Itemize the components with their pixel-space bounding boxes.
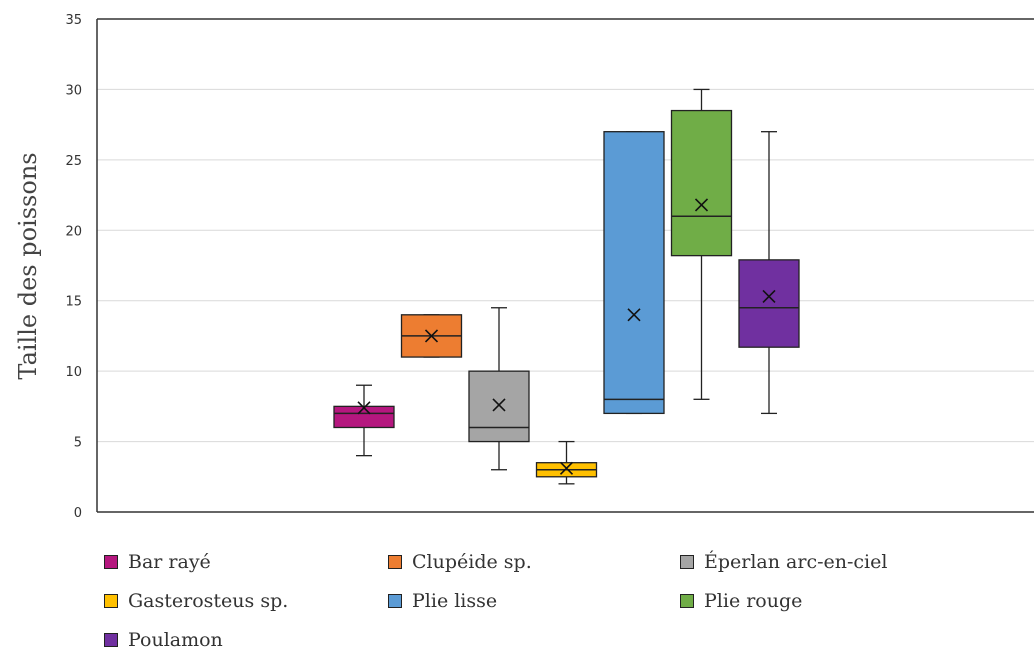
box-6 xyxy=(670,88,733,400)
iqr-box xyxy=(738,259,800,348)
legend-label: Plie lisse xyxy=(412,590,498,612)
legend-item: Plie rouge xyxy=(680,587,980,615)
legend-item: Clupéide sp. xyxy=(388,548,680,576)
iqr-box xyxy=(468,370,530,443)
mean-marker xyxy=(627,308,641,322)
legend-swatch xyxy=(388,555,402,569)
legend-swatch xyxy=(680,555,694,569)
mean-marker xyxy=(694,198,709,212)
legend-label: Gasterosteus sp. xyxy=(128,590,289,612)
y-tick-label: 25 xyxy=(65,154,82,169)
y-tick-label: 10 xyxy=(65,365,82,380)
boxes xyxy=(333,88,800,485)
gridlines xyxy=(97,88,1034,443)
plot-frame xyxy=(96,18,1034,513)
box-2 xyxy=(400,314,463,358)
legend: Bar rayé Clupéide sp. Éperlan arc-en-ciel G… xyxy=(104,548,1004,654)
legend-label: Clupéide sp. xyxy=(412,551,532,573)
legend-item: Éperlan arc-en-ciel xyxy=(680,548,980,576)
y-tick-label: 5 xyxy=(74,436,82,451)
legend-item: Bar rayé xyxy=(104,548,388,576)
iqr-box xyxy=(670,109,733,257)
legend-item: Plie lisse xyxy=(388,587,680,615)
box-5 xyxy=(603,131,665,415)
mean-marker xyxy=(492,398,506,412)
box-3 xyxy=(468,307,530,471)
legend-item: Poulamon xyxy=(104,626,388,654)
mean-marker xyxy=(559,461,574,475)
legend-swatch xyxy=(104,594,118,608)
legend-swatch xyxy=(680,594,694,608)
y-axis-ticks: 0 5 10 15 20 25 30 35 xyxy=(65,13,82,521)
legend-swatch xyxy=(104,633,118,647)
y-tick-label: 35 xyxy=(65,13,82,28)
y-tick-label: 0 xyxy=(74,506,82,521)
box-7 xyxy=(738,131,800,415)
legend-swatch xyxy=(104,555,118,569)
box-4 xyxy=(535,440,598,485)
iqr-box xyxy=(333,405,395,429)
mean-marker xyxy=(762,289,776,304)
legend-swatch xyxy=(388,594,402,608)
y-tick-label: 30 xyxy=(65,83,82,98)
legend-label: Plie rouge xyxy=(704,590,803,612)
legend-item: Gasterosteus sp. xyxy=(104,587,388,615)
iqr-box xyxy=(603,131,665,415)
y-tick-label: 15 xyxy=(65,295,82,310)
mean-marker xyxy=(357,401,371,415)
mean-marker xyxy=(424,329,439,343)
legend-label: Bar rayé xyxy=(128,551,211,573)
box-1 xyxy=(333,384,395,457)
legend-label: Poulamon xyxy=(128,629,223,651)
legend-label: Éperlan arc-en-ciel xyxy=(704,551,888,573)
y-axis-title: Taille des poissons xyxy=(14,152,42,379)
y-tick-label: 20 xyxy=(65,224,82,239)
